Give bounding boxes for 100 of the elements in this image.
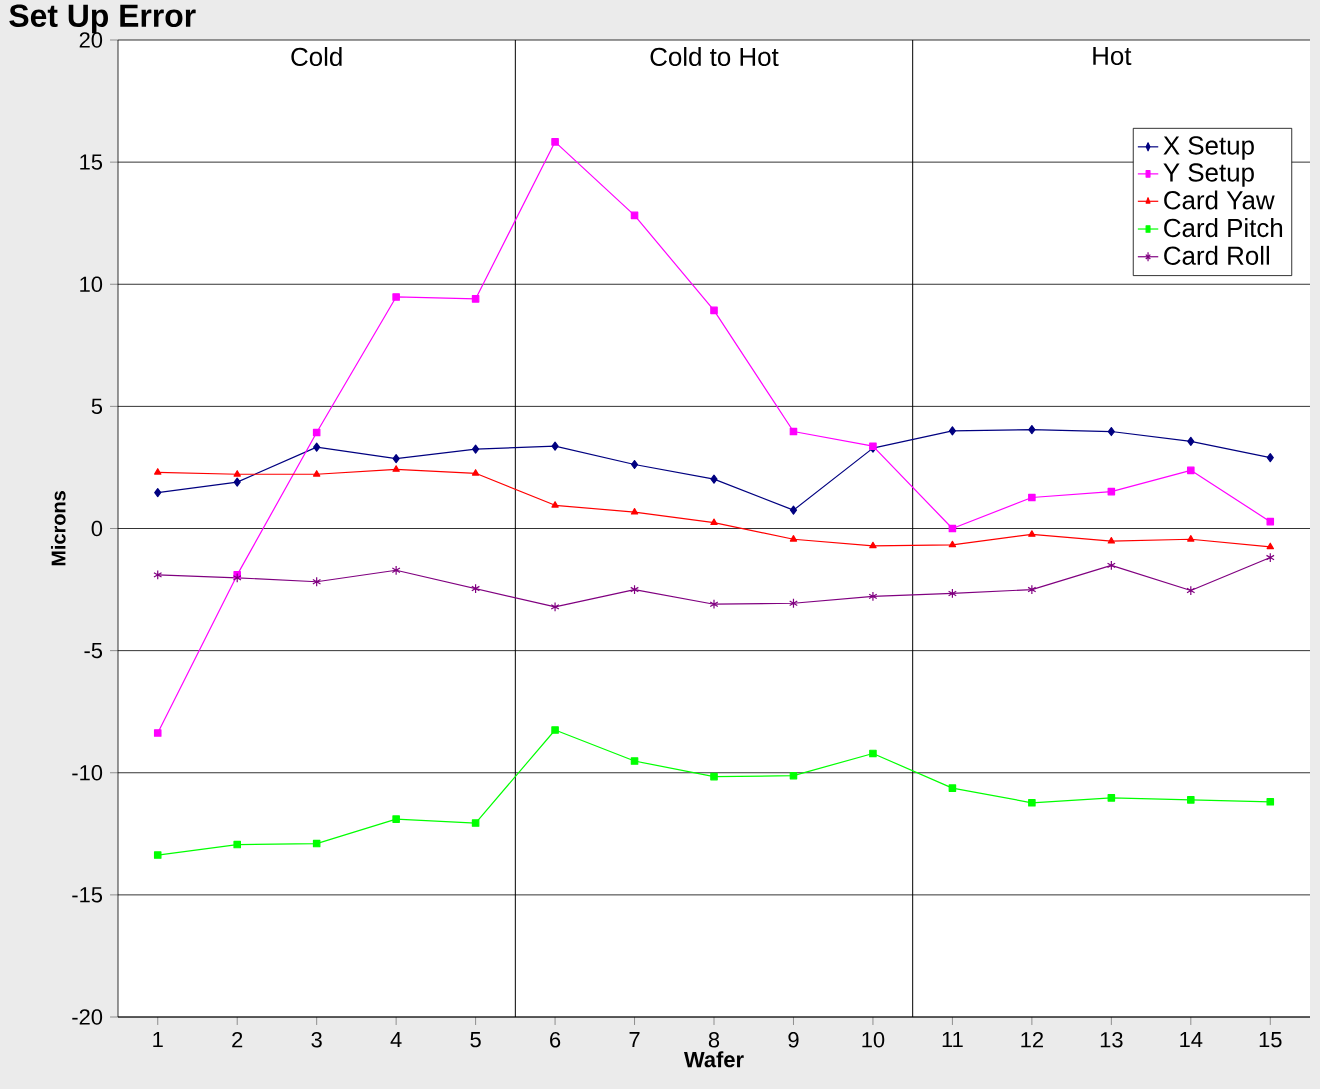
y-tick-label: 20 xyxy=(79,32,103,48)
point xyxy=(1187,796,1195,804)
point xyxy=(948,426,956,436)
point xyxy=(1028,493,1036,502)
point xyxy=(551,138,559,146)
point xyxy=(391,565,401,576)
point xyxy=(312,839,321,848)
point xyxy=(630,584,639,595)
y-tick-label: 10 xyxy=(80,276,103,293)
point xyxy=(630,459,639,470)
x-tick-label: 6 xyxy=(550,1032,561,1048)
point xyxy=(471,819,480,827)
x-tick-label: 4 xyxy=(390,1032,402,1048)
x-tick-label: 10 xyxy=(862,1032,885,1048)
y-tick-label: 5 xyxy=(91,398,103,415)
x-tick-label: 11 xyxy=(942,1032,963,1048)
point xyxy=(550,601,560,612)
point xyxy=(392,815,400,823)
y-tick-label: 0 xyxy=(91,520,103,537)
point xyxy=(392,465,400,472)
point xyxy=(789,505,798,515)
y-axis-title: Microns xyxy=(50,491,66,566)
x-axis-title: Wafer xyxy=(684,1051,744,1068)
point xyxy=(233,840,241,849)
point xyxy=(551,501,559,508)
point xyxy=(153,569,163,580)
chart-title: Set Up Error xyxy=(9,4,196,34)
point xyxy=(948,588,957,599)
point xyxy=(1266,542,1274,550)
legend-label: Card Roll xyxy=(1164,245,1270,265)
x-tick-label: 7 xyxy=(629,1032,640,1048)
x-tick-label: 8 xyxy=(708,1032,720,1048)
point xyxy=(709,599,719,610)
y-tick-label: -20 xyxy=(72,1009,103,1025)
point xyxy=(1028,799,1036,807)
point xyxy=(1186,585,1196,596)
x-tick-label: 3 xyxy=(311,1032,322,1048)
point xyxy=(1107,426,1115,437)
point xyxy=(392,293,400,301)
point xyxy=(154,488,162,498)
point xyxy=(233,477,241,487)
x-tick-label: 14 xyxy=(1180,1032,1203,1048)
point xyxy=(1028,530,1036,537)
point xyxy=(710,306,718,315)
point xyxy=(789,771,798,780)
point xyxy=(232,572,242,583)
point xyxy=(233,470,241,477)
point xyxy=(948,784,957,792)
point xyxy=(1265,552,1275,563)
point xyxy=(312,470,321,477)
point xyxy=(1266,453,1274,463)
legend-label: X Setup xyxy=(1163,136,1254,160)
point xyxy=(710,474,718,484)
point xyxy=(154,468,162,475)
x-tick-label: 9 xyxy=(788,1032,799,1048)
point xyxy=(868,591,878,602)
point xyxy=(472,444,480,454)
point xyxy=(948,540,957,548)
x-tick-label: 2 xyxy=(232,1032,243,1048)
point xyxy=(630,757,639,765)
point xyxy=(869,541,877,549)
x-tick-label: 13 xyxy=(1100,1032,1123,1048)
annotation: Cold to Hot xyxy=(650,47,779,67)
y-tick-label: -10 xyxy=(72,765,103,781)
point xyxy=(630,507,639,515)
legend-label: Card Yaw xyxy=(1164,190,1275,210)
annotation: Cold xyxy=(291,47,342,67)
point xyxy=(1107,794,1116,802)
point xyxy=(710,518,718,526)
point xyxy=(313,442,321,452)
y-tick-label: -15 xyxy=(72,887,103,903)
point xyxy=(153,851,162,859)
point xyxy=(710,772,718,781)
point xyxy=(1107,537,1116,544)
point xyxy=(1266,517,1275,526)
point xyxy=(1106,560,1116,571)
y-tick-label: -5 xyxy=(84,643,103,659)
point xyxy=(1266,798,1275,806)
legend-label: Y Setup xyxy=(1163,163,1254,187)
point xyxy=(1027,584,1037,595)
point xyxy=(153,729,162,737)
point xyxy=(1187,436,1195,446)
point xyxy=(471,295,480,303)
point xyxy=(551,726,559,734)
point xyxy=(312,428,321,437)
y-tick-label: 15 xyxy=(80,154,103,170)
point xyxy=(1187,535,1195,542)
point xyxy=(392,454,400,464)
point xyxy=(869,749,877,758)
point xyxy=(471,469,480,476)
x-tick-label: 12 xyxy=(1021,1032,1043,1048)
legend-label: Card Pitch xyxy=(1164,218,1283,238)
annotation: Hot xyxy=(1093,47,1132,66)
point xyxy=(551,441,559,451)
point xyxy=(471,583,480,594)
point xyxy=(789,598,798,609)
point xyxy=(789,535,798,542)
point xyxy=(1028,424,1036,435)
point xyxy=(1187,466,1195,475)
point xyxy=(312,576,322,587)
